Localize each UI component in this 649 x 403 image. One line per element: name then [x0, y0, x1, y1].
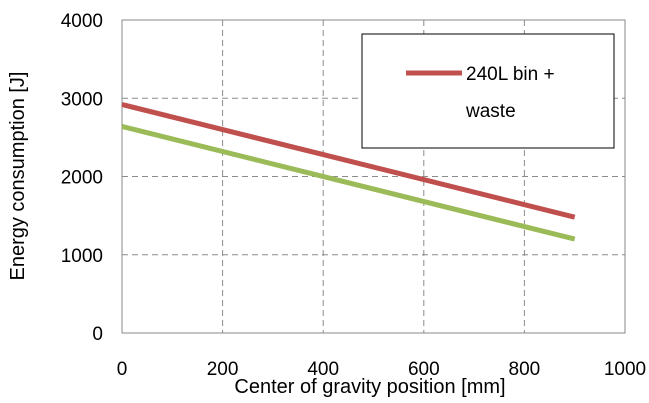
- x-tick-labels: 0 200 400 600 800 1000: [117, 359, 646, 380]
- x-axis-title: Center of gravity position [mm]: [234, 376, 505, 398]
- plot-area-border: [121, 19, 626, 334]
- legend-label-line1: 240L bin +: [466, 64, 555, 85]
- series-line-2: [121, 123, 576, 242]
- y-axis-title: Energy consumption [J]: [7, 72, 29, 281]
- series-line-240l-bin-waste: [121, 102, 576, 220]
- x-tick-label: 600: [408, 359, 440, 380]
- y-tick-labels: 0 1000 2000 3000 4000: [61, 11, 103, 345]
- y-tick-label: 1000: [61, 246, 103, 267]
- series-layer: [121, 102, 576, 242]
- y-tick-label: 4000: [61, 11, 103, 32]
- legend: 240L bin + waste: [361, 33, 615, 149]
- legend-label-line2: waste: [465, 101, 516, 122]
- x-tick-label: 800: [509, 359, 541, 380]
- x-tick-label: 200: [207, 359, 239, 380]
- x-tick-label: 0: [117, 359, 128, 380]
- y-tick-label: 2000: [61, 168, 103, 189]
- y-tick-label: 0: [92, 324, 103, 345]
- x-tick-label: 1000: [604, 359, 646, 380]
- legend-box: [361, 33, 615, 149]
- y-tick-label: 3000: [61, 89, 103, 110]
- x-tick-label: 400: [307, 359, 339, 380]
